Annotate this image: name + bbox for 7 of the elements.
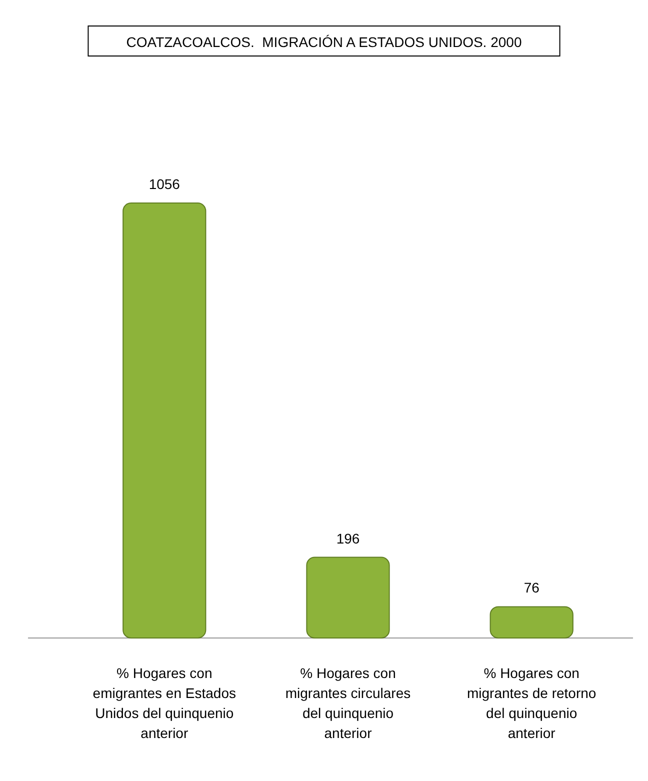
x-tick-label: % Hogares con migrantes circulares del quinquenio anterior (285, 665, 411, 741)
x-tick-label: % Hogares con migrantes de retorno del quinquenio anterior (467, 665, 596, 741)
data-label: 196 (336, 530, 360, 546)
data-label: 76 (524, 580, 540, 596)
x-tick-label: % Hogares con emigrantes en Estados Unidos del quinquenio anterior (92, 665, 236, 741)
chart-title: COATZACOALCOS. MIGRACIÓN A ESTADOS UNIDOS. 2000 (126, 34, 522, 50)
data-label: 1056 (148, 176, 180, 192)
